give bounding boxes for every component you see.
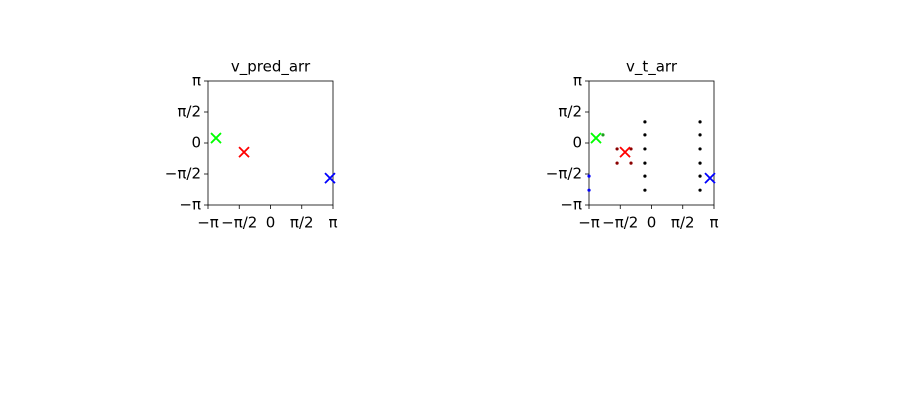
x-tick-label: π (328, 214, 337, 232)
y-tick-label: −π/2 (546, 165, 582, 183)
x-tick-label: −π (197, 214, 219, 232)
dot (698, 133, 702, 137)
chart-title: v_t_arr (626, 58, 678, 77)
dot (643, 188, 647, 192)
x-tick-label: −π/2 (602, 214, 638, 232)
y-tick-label: 0 (191, 134, 201, 152)
x-marker (704, 172, 716, 184)
dot (643, 161, 647, 165)
dot (587, 188, 591, 192)
x-tick-label: π/2 (290, 214, 314, 232)
x-tick-label: 0 (647, 214, 657, 232)
y-tick-label: π (573, 72, 582, 90)
dot (643, 174, 647, 178)
x-marker (210, 132, 222, 144)
x-tick-label: −π (578, 214, 600, 232)
dot (698, 147, 702, 151)
x-tick-label: 0 (266, 214, 276, 232)
x-tick-label: π (709, 214, 718, 232)
dot (698, 161, 702, 165)
plot-area (588, 80, 715, 206)
y-tick-label: −π/2 (165, 165, 201, 183)
dot (698, 120, 702, 124)
dot (643, 120, 647, 124)
dot (698, 174, 702, 178)
y-tick-label: π/2 (558, 102, 582, 120)
dot (615, 161, 619, 165)
x-marker (238, 146, 250, 158)
y-tick-label: π (192, 72, 201, 90)
dot (601, 133, 605, 137)
y-tick-label: 0 (572, 134, 582, 152)
dot (615, 147, 619, 151)
y-tick-label: −π (560, 196, 582, 214)
dot (629, 161, 633, 165)
x-marker (619, 146, 631, 158)
dot (643, 147, 647, 151)
y-tick-label: π/2 (177, 102, 201, 120)
chart-title: v_pred_arr (231, 58, 311, 77)
y-tick-label: −π (179, 196, 201, 214)
x-marker (590, 132, 602, 144)
dot (698, 188, 702, 192)
plot-area (207, 80, 334, 206)
x-marker (324, 172, 336, 184)
x-tick-label: π/2 (671, 214, 695, 232)
dot (587, 174, 591, 178)
dot (643, 133, 647, 137)
x-tick-label: −π/2 (221, 214, 257, 232)
